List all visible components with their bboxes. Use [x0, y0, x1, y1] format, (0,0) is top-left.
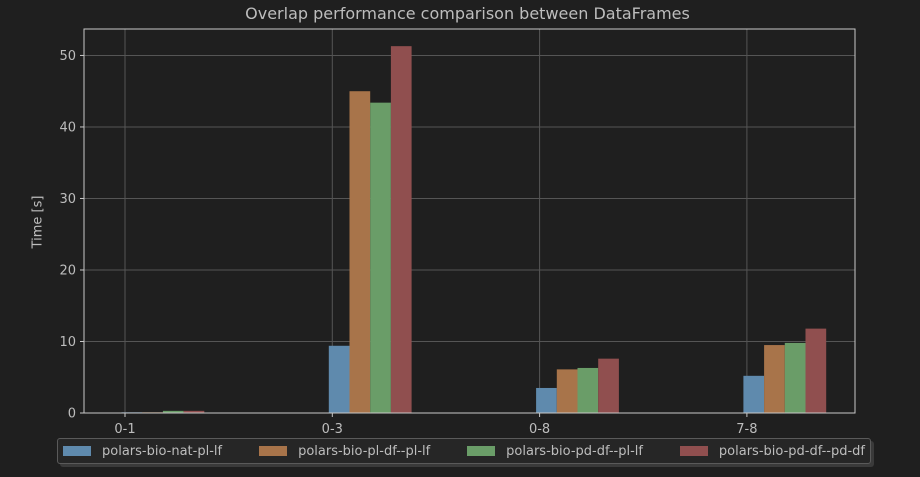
chart-title: Overlap performance comparison between D… [245, 4, 690, 23]
bar-polars-bio-pd-df--pl-lf-0-1 [162, 410, 184, 413]
y-tick-label: 50 [59, 49, 76, 64]
x-tick-label: 0-3 [322, 422, 343, 437]
legend-label: polars-bio-pd-df--pd-df [718, 443, 865, 459]
y-tick-label: 30 [59, 192, 76, 207]
legend-label: polars-bio-pl-df--pl-lf [298, 443, 431, 459]
bar-polars-bio-pd-df--pd-df-7-8 [805, 328, 827, 413]
bar-polars-bio-pd-df--pd-df-0-1 [183, 410, 205, 413]
grid-lines [84, 29, 855, 414]
legend-label: polars-bio-pd-df--pl-lf [506, 443, 643, 459]
legend-swatch [679, 446, 708, 456]
y-tick-label: 0 [68, 407, 76, 422]
bar-polars-bio-pl-df--pl-lf-0-8 [556, 369, 578, 413]
bar-polars-bio-pl-df--pl-lf-0-3 [349, 91, 371, 414]
bar-polars-bio-pl-df--pl-lf-7-8 [764, 345, 785, 413]
x-tick-label: 0-1 [114, 422, 135, 437]
legend-swatch [259, 446, 288, 456]
bar-polars-bio-nat-pl-lf-0-3 [328, 345, 350, 413]
y-axis-label: Time [s] [30, 195, 46, 249]
legend-item: polars-bio-pd-df--pd-df [679, 443, 865, 459]
bar-polars-bio-nat-pl-lf-0-8 [536, 387, 557, 413]
legend-item: polars-bio-pd-df--pl-lf [467, 444, 643, 459]
legend-swatch [63, 446, 91, 456]
bar-polars-bio-pd-df--pl-lf-0-8 [577, 367, 599, 413]
y-tick-label: 40 [59, 120, 76, 135]
legend: polars-bio-nat-pl-lf polars-bio-pl-df--p… [57, 438, 871, 464]
legend-label: polars-bio-nat-pl-lf [102, 443, 223, 459]
x-tick-label: 7-8 [736, 422, 757, 437]
bar-polars-bio-pd-df--pd-df-0-8 [598, 358, 619, 413]
axis-ticks: 0 10 20 30 40 50 0-1 0-3 0-8 7-8 [59, 49, 757, 437]
plot-frame [83, 28, 856, 414]
y-tick-label: 10 [59, 335, 76, 350]
bar-polars-bio-pd-df--pd-df-0-3 [390, 46, 412, 413]
bar-polars-bio-pd-df--pl-lf-0-3 [370, 102, 391, 414]
bar-polars-bio-pd-df--pl-lf-7-8 [784, 342, 806, 413]
bars [121, 46, 827, 414]
legend-swatch [467, 446, 496, 456]
y-tick-label: 20 [59, 263, 76, 278]
bar-polars-bio-nat-pl-lf-7-8 [743, 375, 765, 413]
legend-item: polars-bio-pl-df--pl-lf [259, 444, 430, 459]
legend-item: polars-bio-nat-pl-lf [63, 444, 222, 459]
x-tick-label: 0-8 [529, 422, 550, 437]
